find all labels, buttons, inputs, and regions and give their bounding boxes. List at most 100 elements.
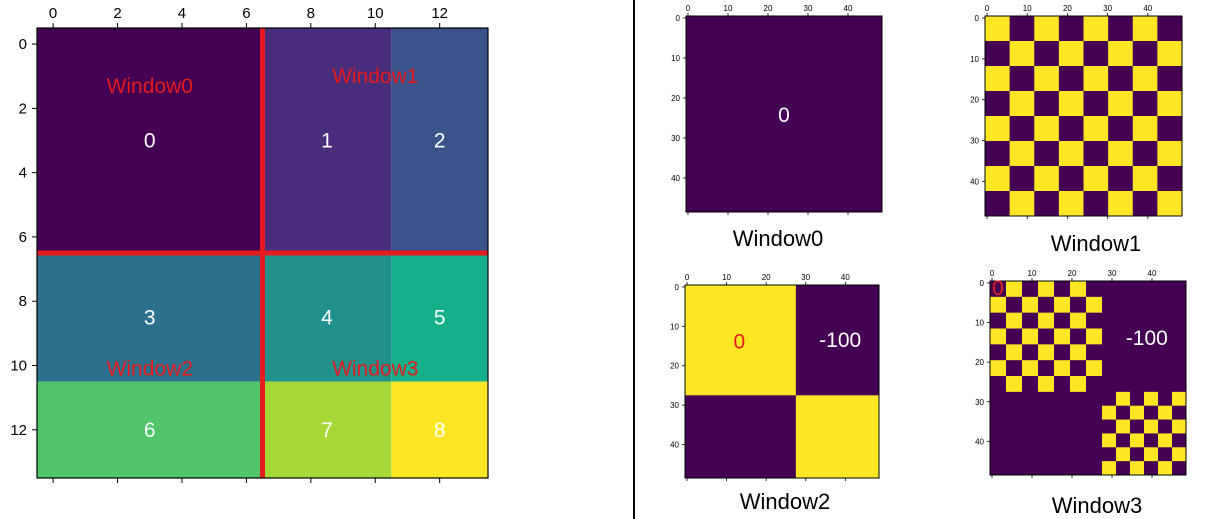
mask-cell-zero (1102, 433, 1116, 448)
mask-x-tick-label: 40 (844, 4, 853, 13)
mask-cell-zero (985, 16, 1010, 41)
mask-cell-zero (1009, 91, 1035, 116)
mask-caption: Window3 (1052, 493, 1142, 518)
matrix-block-4 (262, 253, 392, 382)
mask-y-tick-label: 30 (670, 401, 679, 410)
mask-cell-zero (1009, 41, 1035, 66)
mask-cell-zero (990, 296, 1006, 313)
mask-x-tick-label: 40 (1143, 4, 1152, 13)
mask-x-tick-label: 20 (1063, 4, 1072, 13)
mask-x-tick-label: 30 (804, 4, 813, 13)
mask-cell-zero (1054, 296, 1070, 313)
mask-frame (984, 15, 1183, 217)
mask-cell-zero (1130, 405, 1144, 420)
mask-cell-zero (1083, 116, 1109, 141)
mask-y-tick-label: 30 (970, 136, 979, 145)
mask-cell-zero (1006, 344, 1022, 361)
mask-y-tick-label: 40 (670, 441, 679, 450)
mask-block-zero (685, 285, 796, 396)
mask-cell-zero (1158, 433, 1172, 448)
window3-mask-panel: 00 10 10 20 20 30 30 40 40 0 -100 Window3 (975, 269, 1187, 518)
mask-cell-zero (1157, 191, 1182, 216)
mask-cell-zero (1132, 116, 1158, 141)
mask-cell-zero (1058, 141, 1084, 166)
mask-frame (685, 15, 883, 213)
window-label-0: Window0 (107, 75, 193, 98)
mask-cell-zero (1022, 296, 1038, 313)
mask-cell-zero (1086, 360, 1102, 377)
mask-x-tick-label: 30 (1103, 4, 1112, 13)
mask-cell-zero (1038, 344, 1054, 361)
mask-cell-zero (1172, 391, 1186, 406)
x-tick-label: 10 (367, 5, 384, 22)
mask-cell-zero (1132, 16, 1158, 41)
mask-cell-zero (1034, 66, 1059, 91)
mask-cell-zero (1070, 312, 1086, 329)
mask-cell-zero (1108, 41, 1133, 66)
mask-cell-zero (1116, 419, 1130, 434)
mask-cell-zero (1102, 461, 1116, 475)
mask-cell-zero (1006, 281, 1022, 297)
mask-x-tick-label: 20 (1068, 269, 1077, 278)
mask-cell-zero (1144, 391, 1158, 406)
y-tick-label: 2 (19, 100, 27, 117)
mask-cell-zero (1083, 166, 1109, 191)
mask-cell-zero (1132, 66, 1158, 91)
window-label-1: Window1 (332, 65, 418, 88)
mask-cell-zero (1054, 360, 1070, 377)
mask-y-tick-label: 20 (970, 96, 979, 105)
matrix-block-5 (391, 253, 488, 382)
matrix-block-8 (391, 381, 488, 478)
mask-cell-zero (990, 328, 1006, 345)
mask-caption: Window2 (740, 489, 830, 514)
block-value-label: 3 (144, 306, 156, 329)
mask-cell-zero (1108, 141, 1133, 166)
mask-cell-zero (1006, 376, 1022, 392)
mask-cell-zero (1009, 191, 1035, 216)
mask-x-tick-label: 30 (801, 273, 810, 282)
y-tick-label: 4 (19, 165, 27, 182)
mask-y-tick-label: 20 (671, 94, 680, 103)
block-value-label: 4 (321, 306, 333, 329)
mask-cell-zero (1144, 447, 1158, 462)
mask-x-tick-label: 40 (1148, 269, 1157, 278)
mask-y-tick-label: 10 (970, 55, 979, 64)
mask-cell-zero (985, 166, 1010, 191)
mask-x-tick-label: 0 (685, 273, 690, 282)
mask-cell-zero (1158, 405, 1172, 420)
mask-cell-zero (1070, 376, 1086, 392)
mask-y-tick-label: 40 (975, 437, 984, 446)
block-value-label: 5 (434, 306, 446, 329)
y-tick-label: 10 (10, 358, 27, 375)
mask-x-tick-label: 10 (722, 273, 731, 282)
mask-cell-zero (990, 360, 1006, 377)
panel-divider (633, 0, 635, 519)
matrix-block-0 (37, 28, 263, 253)
mask-cell-zero (1108, 91, 1133, 116)
mask-cell-zero (1009, 141, 1035, 166)
mask-x-tick-label: 30 (1108, 269, 1117, 278)
mask-background (686, 16, 882, 212)
mask-cell-zero (1070, 344, 1086, 361)
mask-cell-zero (1070, 281, 1086, 297)
block-value-label: 8 (434, 419, 446, 442)
mask-y-tick-label: 40 (970, 177, 979, 186)
mask-caption: Window0 (733, 226, 823, 251)
block-value-label: 2 (434, 130, 446, 153)
window-label-3: Window3 (332, 358, 418, 381)
mask-x-tick-label: 0 (985, 4, 990, 13)
mask-cell-zero (1086, 296, 1102, 313)
mask-x-tick-label: 10 (1023, 4, 1032, 13)
mask-x-tick-label: 0 (686, 4, 691, 13)
mask-neg100-label: -100 (819, 329, 861, 352)
mask-y-tick-label: 0 (675, 283, 680, 292)
y-tick-label: 6 (19, 229, 27, 246)
mask-y-tick-label: 30 (671, 134, 680, 143)
mask-cell-zero (1116, 391, 1130, 406)
mask-cell-zero (1144, 419, 1158, 434)
mask-cell-zero (1158, 461, 1172, 475)
mask-y-tick-label: 0 (975, 14, 980, 23)
mask-x-tick-label: 10 (724, 4, 733, 13)
mask-cell-zero (1034, 16, 1059, 41)
window1-mask-panel: 00 10 10 20 20 30 30 40 40 Window1 (970, 4, 1183, 256)
